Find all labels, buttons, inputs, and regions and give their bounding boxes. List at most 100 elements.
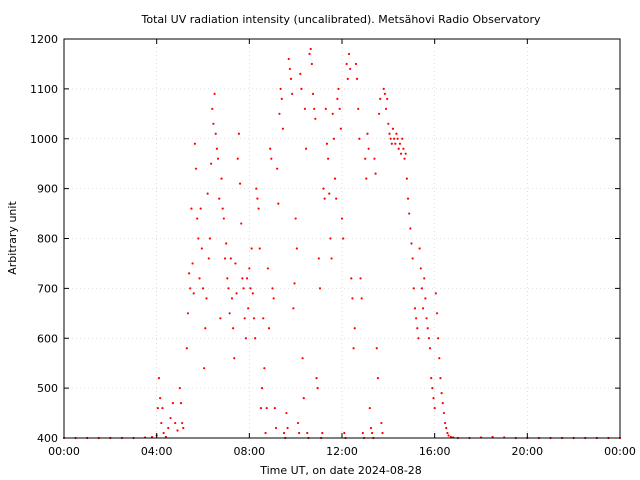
data-point: [387, 122, 390, 125]
data-point: [185, 347, 188, 350]
data-point: [265, 406, 268, 410]
data-point: [375, 347, 378, 350]
data-point: [428, 347, 432, 350]
data-point: [192, 292, 195, 295]
data-point: [418, 247, 421, 250]
data-point: [196, 217, 199, 220]
data-point: [256, 197, 259, 200]
data-point: [313, 107, 316, 110]
data-point: [396, 137, 399, 140]
data-point: [424, 297, 427, 300]
data-point: [232, 327, 235, 330]
data-point: [365, 177, 368, 180]
data-point: [289, 77, 293, 80]
data-point: [440, 392, 443, 395]
data-point: [161, 406, 164, 410]
data-point: [174, 421, 177, 425]
data-point: [315, 377, 318, 380]
data-point: [437, 337, 440, 340]
data-point: [318, 287, 322, 290]
data-point: [423, 277, 426, 280]
data-point: [220, 177, 223, 180]
x-tick-label: 08:00: [233, 445, 265, 458]
data-point: [301, 357, 304, 360]
x-tick-label: 00:00: [604, 445, 636, 458]
data-point: [384, 107, 388, 110]
data-point: [339, 127, 342, 130]
data-point: [257, 207, 260, 210]
data-point: [208, 237, 212, 240]
data-point: [204, 327, 207, 330]
data-point: [338, 107, 341, 110]
data-point: [367, 147, 370, 150]
data-point: [374, 172, 377, 175]
data-point: [199, 207, 202, 210]
data-point: [322, 187, 325, 190]
data-point: [345, 62, 348, 66]
data-point: [419, 267, 422, 270]
data-point: [190, 207, 193, 210]
data-point: [411, 257, 414, 260]
data-point: [267, 327, 271, 330]
data-point: [413, 307, 417, 310]
grid-lines: [64, 39, 620, 438]
data-point: [405, 177, 408, 180]
data-point: [433, 406, 436, 410]
data-point: [358, 137, 361, 140]
data-point: [408, 212, 411, 215]
data-point: [277, 202, 280, 205]
data-point: [446, 431, 449, 435]
data-point: [430, 377, 433, 380]
data-point: [381, 431, 384, 435]
data-point: [181, 421, 184, 425]
x-axis-label: Time UT, on date 2024-08-28: [259, 464, 422, 477]
data-point: [171, 401, 174, 405]
data-point: [249, 287, 252, 290]
data-point: [302, 397, 305, 400]
data-point: [443, 421, 447, 425]
data-point: [389, 137, 392, 140]
data-point: [206, 192, 209, 195]
y-tick-label: 400: [37, 432, 58, 445]
data-point: [216, 157, 220, 160]
data-point: [229, 257, 232, 260]
data-point: [343, 431, 346, 435]
data-point: [351, 297, 354, 300]
data-point: [293, 282, 296, 285]
data-point: [350, 277, 353, 280]
data-point: [250, 247, 253, 250]
data-point: [200, 247, 203, 250]
data-point: [306, 431, 309, 435]
data-point: [248, 267, 251, 270]
data-point: [321, 431, 324, 435]
data-point: [226, 277, 229, 280]
y-tick-label: 800: [37, 233, 58, 246]
data-point: [270, 157, 273, 160]
data-point: [266, 267, 269, 270]
data-point: [238, 182, 242, 185]
chart-title: Total UV radiation intensity (uncalibrat…: [141, 13, 541, 26]
data-point: [295, 247, 298, 250]
data-point: [401, 137, 404, 140]
data-point: [327, 157, 330, 160]
data-point: [213, 92, 216, 95]
data-point: [299, 72, 302, 76]
data-point: [188, 272, 191, 275]
data-point: [218, 197, 221, 200]
data-point: [342, 237, 345, 240]
data-point: [167, 426, 170, 430]
data-point: [309, 47, 312, 51]
y-tick-label: 500: [37, 382, 58, 395]
data-point: [294, 217, 297, 220]
data-point: [273, 406, 276, 410]
data-point: [215, 147, 218, 150]
data-point: [406, 197, 410, 200]
data-point: [179, 401, 183, 405]
data-point: [366, 132, 369, 135]
data-point: [398, 142, 402, 145]
y-tick-label: 1200: [30, 33, 58, 46]
data-point: [330, 257, 333, 260]
data-point: [242, 287, 245, 290]
data-point: [415, 317, 418, 320]
